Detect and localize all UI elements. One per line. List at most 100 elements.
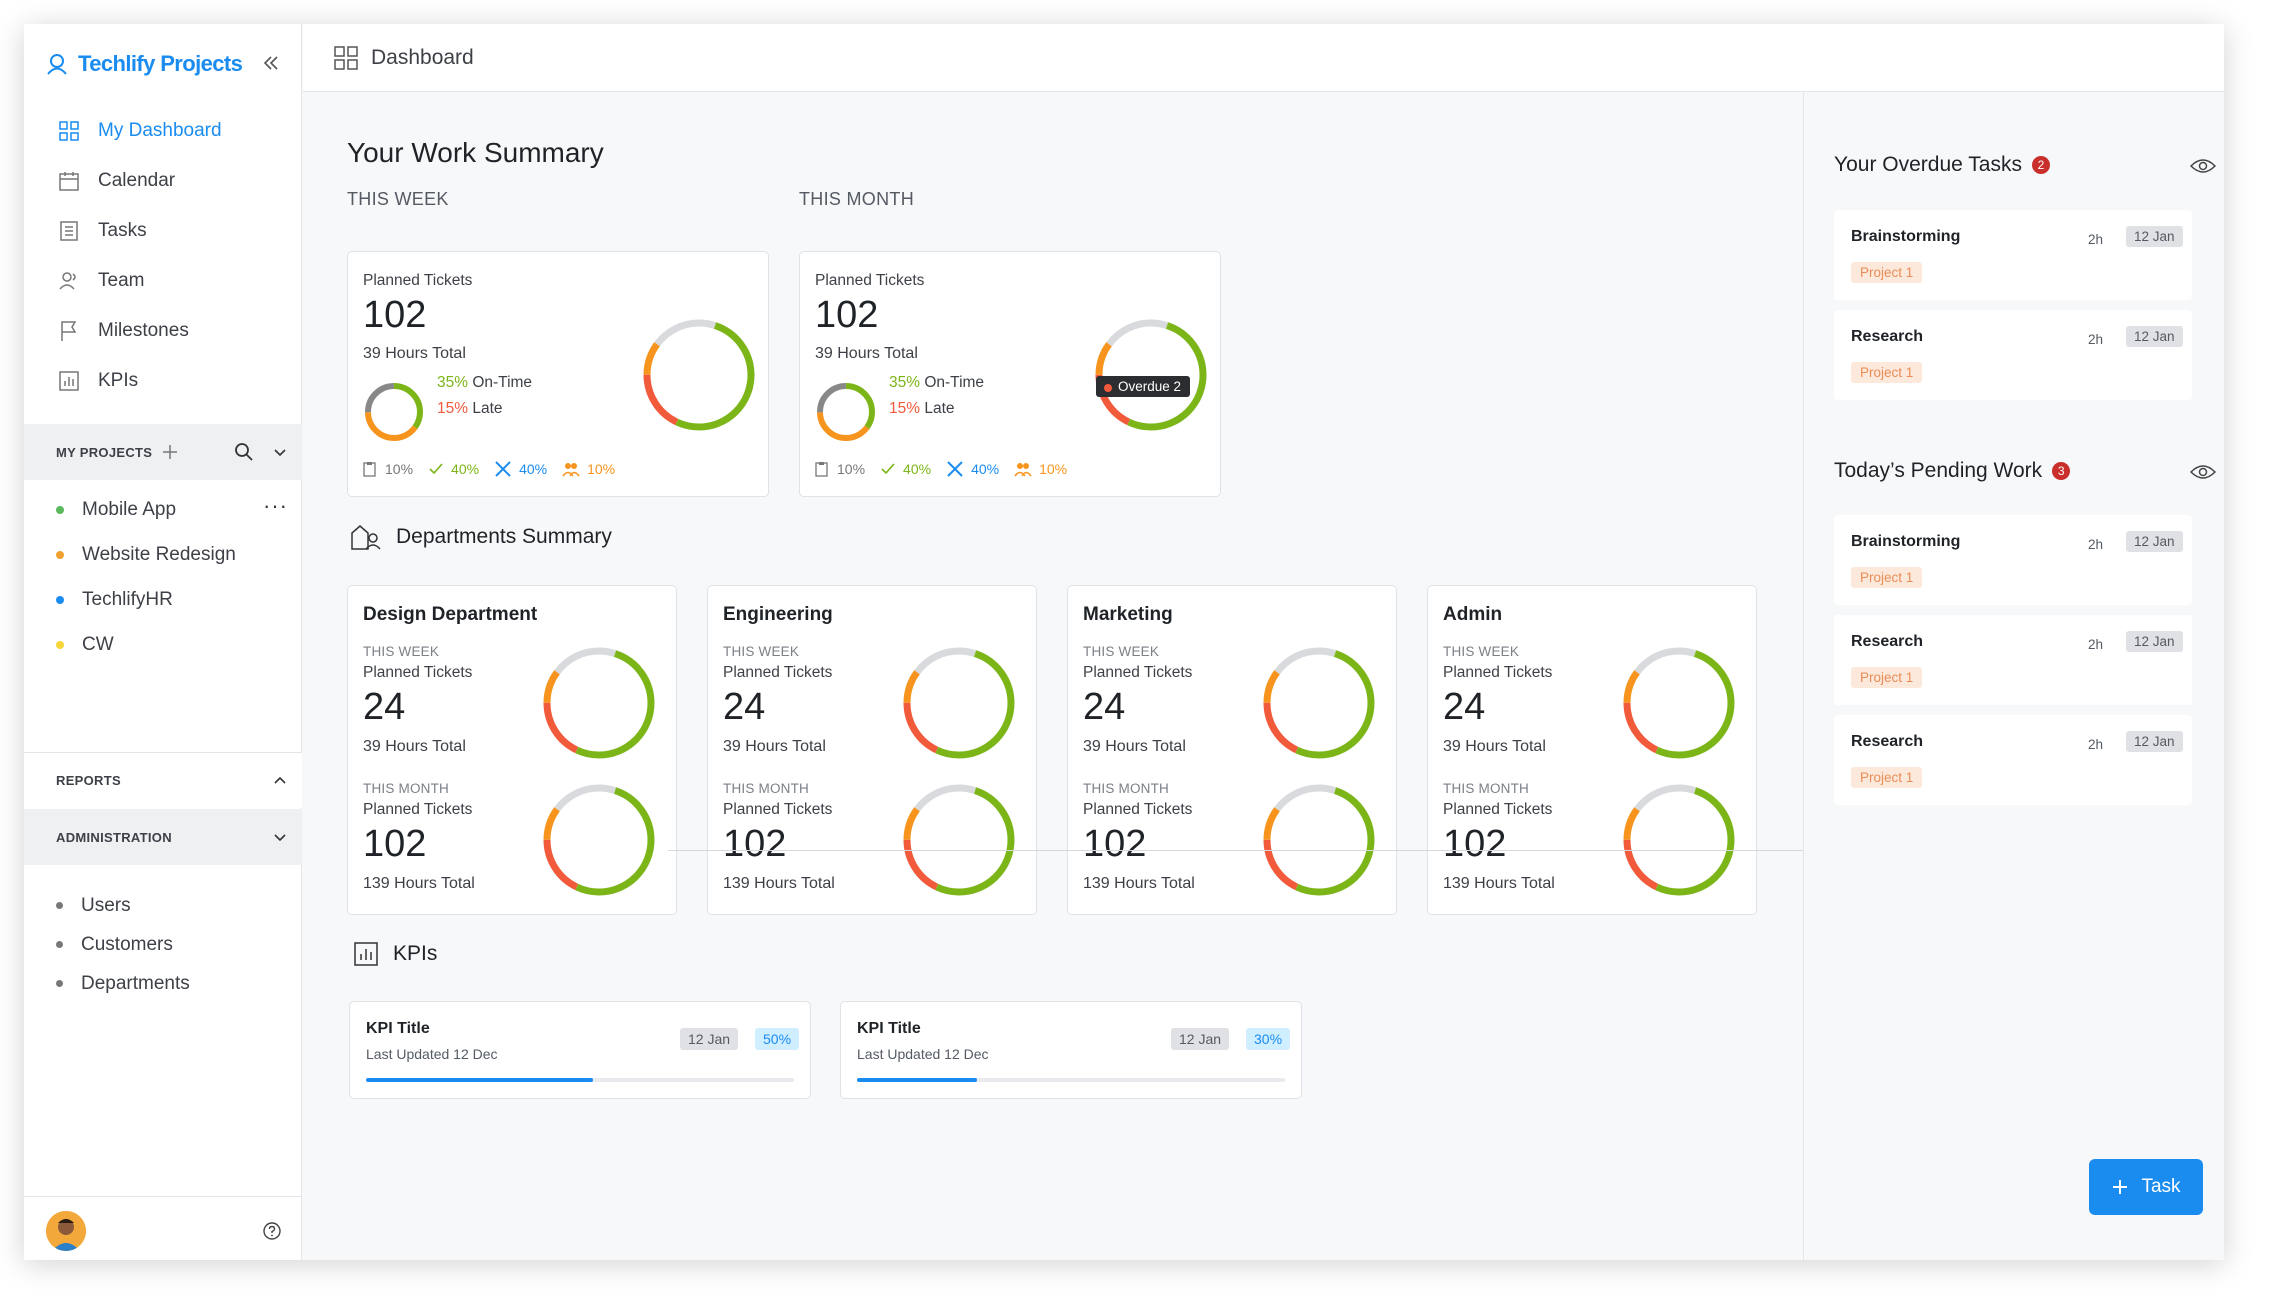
pending-task-card[interactable]: Brainstorming 2h 12 Jan Project 1 xyxy=(1834,515,2192,605)
planned-tickets-label: Planned Tickets xyxy=(363,664,473,681)
project-color-dot xyxy=(56,550,64,559)
week-donut-chart xyxy=(1263,647,1375,759)
chevron-down-icon[interactable] xyxy=(272,829,288,845)
nav-calendar[interactable]: Calendar xyxy=(24,156,302,206)
ontime-mini-donut xyxy=(365,383,423,441)
tools-icon xyxy=(947,461,963,477)
administration-title: ADMINISTRATION xyxy=(56,829,172,845)
task-project-tag[interactable]: Project 1 xyxy=(1851,262,1923,283)
department-card[interactable]: Admin THIS WEEK Planned Tickets 24 39 Ho… xyxy=(1427,585,1757,915)
project-label: TechlifyHR xyxy=(82,588,173,610)
kpi-chart-icon xyxy=(354,942,378,966)
donut-segment xyxy=(1623,784,1735,896)
department-card[interactable]: Marketing THIS WEEK Planned Tickets 24 3… xyxy=(1067,585,1397,915)
nav-my-dashboard[interactable]: My Dashboard xyxy=(24,106,302,156)
week-caption: THIS WEEK xyxy=(1083,644,1160,659)
donut-segment xyxy=(543,647,655,759)
task-project-tag[interactable]: Project 1 xyxy=(1851,362,1923,383)
month-donut-chart xyxy=(1095,319,1207,431)
month-summary-card[interactable]: Planned Tickets 102 39 Hours Total 35% O… xyxy=(799,251,1221,497)
reports-header[interactable]: REPORTS xyxy=(24,752,302,808)
chevron-down-icon[interactable] xyxy=(272,444,288,460)
hours-total: 39 Hours Total xyxy=(1443,738,1546,755)
donut-segment xyxy=(1095,319,1207,431)
task-date: 12 Jan xyxy=(2126,731,2183,752)
plus-icon[interactable] xyxy=(162,444,178,460)
planned-tickets-value: 24 xyxy=(363,686,406,728)
planned-tickets-label: Planned Tickets xyxy=(815,272,925,289)
week-donut-chart xyxy=(903,647,1015,759)
eye-icon[interactable] xyxy=(2190,463,2216,481)
late-row: 15% Late xyxy=(437,400,503,418)
task-project-tag[interactable]: Project 1 xyxy=(1851,567,1923,588)
top-bar: Dashboard xyxy=(303,24,2224,92)
pending-task-card[interactable]: Research 2h 12 Jan Project 1 xyxy=(1834,715,2192,805)
planned-tickets-value: 102 xyxy=(1443,823,1507,865)
task-project-tag[interactable]: Project 1 xyxy=(1851,767,1923,788)
donut-segment xyxy=(643,319,755,431)
task-project-tag[interactable]: Project 1 xyxy=(1851,667,1923,688)
late-row: 15% Late xyxy=(889,400,955,418)
task-name: Research xyxy=(1851,328,1924,345)
avatar[interactable] xyxy=(46,1211,86,1251)
overdue-task-card[interactable]: Research 2h 12 Jan Project 1 xyxy=(1834,310,2192,400)
planned-tickets-value: 102 xyxy=(1083,823,1147,865)
divider-line xyxy=(668,850,2188,851)
donut-segment xyxy=(903,647,1015,759)
donut-segment xyxy=(1095,319,1207,431)
team-icon xyxy=(59,272,76,290)
donut-segment xyxy=(903,647,1015,759)
week-donut-chart xyxy=(643,319,755,431)
department-card[interactable]: Engineering THIS WEEK Planned Tickets 24… xyxy=(707,585,1037,915)
people-icon xyxy=(1014,463,1032,477)
add-task-button[interactable]: Task xyxy=(2089,1159,2203,1215)
search-icon[interactable] xyxy=(234,442,254,462)
nav-kpis[interactable]: KPIs xyxy=(24,356,302,406)
planned-tickets-value: 24 xyxy=(1443,686,1486,728)
kpi-title: KPI Title xyxy=(857,1020,921,1037)
project-item[interactable]: CW xyxy=(24,622,302,667)
my-projects-title: MY PROJECTS xyxy=(56,444,153,460)
donut-segment xyxy=(543,647,655,759)
nav-tasks[interactable]: Tasks xyxy=(24,206,302,256)
donut-segment xyxy=(1623,784,1735,896)
task-name: Brainstorming xyxy=(1851,228,1961,245)
ontime-row: 35% On-Time xyxy=(889,374,984,392)
administration-header[interactable]: ADMINISTRATION xyxy=(24,809,302,865)
overdue-task-card[interactable]: Brainstorming 2h 12 Jan Project 1 xyxy=(1834,210,2192,300)
donut-segment xyxy=(543,647,655,759)
kpi-card[interactable]: KPI Title Last Updated 12 Dec 12 Jan 50% xyxy=(349,1001,811,1099)
department-card[interactable]: Design Department THIS WEEK Planned Tick… xyxy=(347,585,677,915)
help-icon[interactable] xyxy=(262,1221,282,1241)
ontime-label: On-Time xyxy=(472,374,533,391)
admin-item-departments[interactable]: Departments xyxy=(24,964,302,1003)
project-label: Mobile App xyxy=(82,498,177,520)
task-name: Research xyxy=(1851,633,1924,650)
logo-icon xyxy=(47,54,67,75)
project-item[interactable]: Mobile App ··· xyxy=(24,487,302,532)
kpi-card[interactable]: KPI Title Last Updated 12 Dec 12 Jan 30% xyxy=(840,1001,1302,1099)
nav-milestones[interactable]: Milestones xyxy=(24,306,302,356)
admin-item-customers[interactable]: Customers xyxy=(24,925,302,964)
hours-total: 139 Hours Total xyxy=(723,875,835,892)
donut-segment xyxy=(1263,784,1375,896)
eye-icon[interactable] xyxy=(2190,157,2216,175)
hours-total: 139 Hours Total xyxy=(1443,875,1555,892)
more-options-icon[interactable]: ··· xyxy=(263,493,288,518)
week-summary-card[interactable]: Planned Tickets 102 39 Hours Total 35% O… xyxy=(347,251,769,497)
collapse-sidebar-button[interactable] xyxy=(256,48,286,78)
stat-value: 40% xyxy=(903,461,932,477)
brand[interactable]: Techlify Projects xyxy=(44,44,243,84)
project-color-dot xyxy=(56,595,64,604)
project-item[interactable]: TechlifyHR xyxy=(24,577,302,622)
ontime-row: 35% On-Time xyxy=(437,374,532,392)
chevron-up-icon[interactable] xyxy=(272,773,288,789)
check-icon xyxy=(881,463,895,475)
admin-item-users[interactable]: Users xyxy=(24,886,302,925)
nav-team[interactable]: Team xyxy=(24,256,302,306)
project-item[interactable]: Website Redesign xyxy=(24,532,302,577)
departments-section-title: Departments Summary xyxy=(350,523,612,551)
admin-label: Departments xyxy=(81,972,190,994)
main-content: Your Work Summary THIS WEEK THIS MONTH P… xyxy=(303,93,1803,1260)
pending-task-card[interactable]: Research 2h 12 Jan Project 1 xyxy=(1834,615,2192,705)
